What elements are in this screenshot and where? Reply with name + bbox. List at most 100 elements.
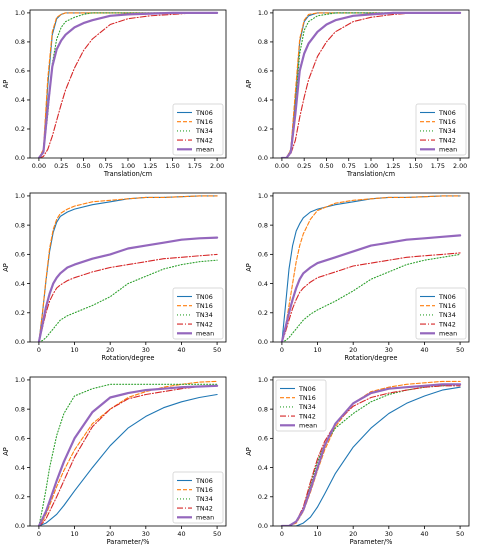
series-group [280, 195, 462, 342]
y-tick-label: 0.8 [258, 221, 268, 229]
plot-frame [29, 192, 227, 343]
x-tick-label: 0.75 [342, 162, 356, 170]
y-tick-label: 0.0 [258, 154, 268, 162]
y-tick-label: 1.0 [15, 192, 25, 200]
chart-panel-3: 0 10 20 30 40 50 0.0 0.2 0.4 0.6 0.8 1.0 Rotation/de… [2, 192, 227, 362]
legend-label-tn16: TN16 [195, 118, 213, 126]
legend-label-tn34: TN34 [195, 495, 213, 503]
legend-label-tn06: TN06 [195, 293, 213, 301]
series-line-tn42 [38, 253, 218, 342]
x-tick-label: 0.75 [99, 162, 113, 170]
x-tick-label: 20 [349, 346, 357, 354]
x-tick-label: 20 [106, 530, 114, 538]
legend-label-tn42: TN42 [438, 136, 456, 144]
series-line-tn06 [38, 393, 218, 526]
x-tick-label: 0.25 [54, 162, 68, 170]
series-line-mean [280, 11, 462, 158]
y-tick-label: 0.4 [15, 96, 25, 104]
legend-label-tn34: TN34 [438, 127, 456, 135]
y-tick-label: 0.6 [15, 435, 25, 443]
series-line-tn16 [38, 195, 218, 342]
y-tick-label: 1.0 [15, 9, 25, 17]
chart-panel-4: 0 10 20 30 40 50 0.0 0.2 0.4 0.6 0.8 1.0 Rotation/de… [245, 192, 470, 362]
legend-box [415, 103, 467, 156]
y-tick-label: 0.4 [15, 280, 25, 288]
x-tick-label: 0 [37, 530, 41, 538]
x-axis-label: Parameter/% [107, 538, 150, 546]
series-line-mean [37, 384, 219, 526]
x-tick-label: 20 [349, 530, 357, 538]
legend-label-tn34: TN34 [195, 127, 213, 135]
legend-label-tn34: TN34 [298, 403, 316, 411]
x-tick-label: 1.75 [188, 162, 202, 170]
series-line-mean [37, 11, 219, 158]
x-tick-label: 0 [37, 346, 41, 354]
y-tick-label: 1.0 [258, 192, 268, 200]
series-line-tn42 [38, 12, 218, 158]
plot-frame [272, 376, 470, 527]
x-tick-label: 1.75 [431, 162, 445, 170]
y-tick-label: 0.8 [258, 405, 268, 413]
x-tick-label: 0.00 [32, 162, 46, 170]
series-line-tn16 [38, 380, 218, 526]
x-tick-label: 30 [385, 346, 393, 354]
x-tick-label: 0.25 [297, 162, 311, 170]
chart-panel-2: 0.00 0.25 0.50 0.75 1.00 1.25 1.50 1.75 2.00 0.0 0… [245, 9, 470, 178]
legend-box [172, 471, 224, 524]
legend-label-mean: mean [196, 330, 214, 338]
x-tick-label: 10 [70, 346, 78, 354]
plot-frame [29, 376, 227, 527]
y-tick-label: 0.6 [15, 251, 25, 259]
series-line-tn34 [38, 259, 218, 342]
x-tick-label: 1.00 [364, 162, 378, 170]
y-tick-label: 1.0 [258, 9, 268, 17]
y-tick-label: 0.2 [15, 493, 25, 501]
series-line-mean [280, 383, 462, 526]
legend-label-tn42: TN42 [195, 136, 213, 144]
chart-panel-6: 0 10 20 30 40 50 0.0 0.2 0.4 0.6 0.8 1.0 Parameter/%… [245, 376, 470, 546]
series-group [37, 11, 219, 158]
x-tick-label: 0.50 [319, 162, 333, 170]
legend-label-mean: mean [299, 422, 317, 430]
legend-label-tn16: TN16 [195, 486, 213, 494]
legend-label-tn34: TN34 [438, 311, 456, 319]
x-tick-label: 1.50 [408, 162, 422, 170]
series-line-mean [280, 234, 462, 342]
y-axis-label: AP [245, 447, 253, 456]
x-tick-label: 30 [142, 530, 150, 538]
legend-label-tn34: TN34 [195, 311, 213, 319]
series-group [37, 195, 219, 342]
y-tick-label: 0.8 [15, 405, 25, 413]
plot-frame [272, 192, 470, 343]
y-tick-label: 0.8 [15, 38, 25, 46]
legend-label-tn16: TN16 [438, 302, 456, 310]
x-tick-label: 0.50 [76, 162, 90, 170]
y-tick-label: 0.0 [15, 522, 25, 530]
x-tick-label: 40 [177, 346, 185, 354]
series-group [280, 380, 462, 526]
y-tick-label: 0.4 [258, 280, 268, 288]
series-line-mean [37, 236, 219, 342]
plot-frame [29, 9, 227, 159]
legend-label-tn42: TN42 [298, 412, 316, 420]
plot-frame [272, 9, 470, 159]
x-tick-label: 30 [385, 530, 393, 538]
x-axis-label: Translation/cm [103, 170, 152, 178]
legend-label-tn16: TN16 [298, 394, 316, 402]
x-tick-label: 40 [420, 346, 428, 354]
y-tick-label: 0.0 [15, 338, 25, 346]
series-line-tn34 [281, 253, 461, 342]
legend-label-mean: mean [196, 514, 214, 522]
legend-label-mean: mean [439, 146, 457, 154]
y-tick-label: 0.2 [258, 493, 268, 501]
legend-label-mean: mean [439, 330, 457, 338]
x-tick-label: 0.00 [275, 162, 289, 170]
series-group [280, 11, 462, 158]
